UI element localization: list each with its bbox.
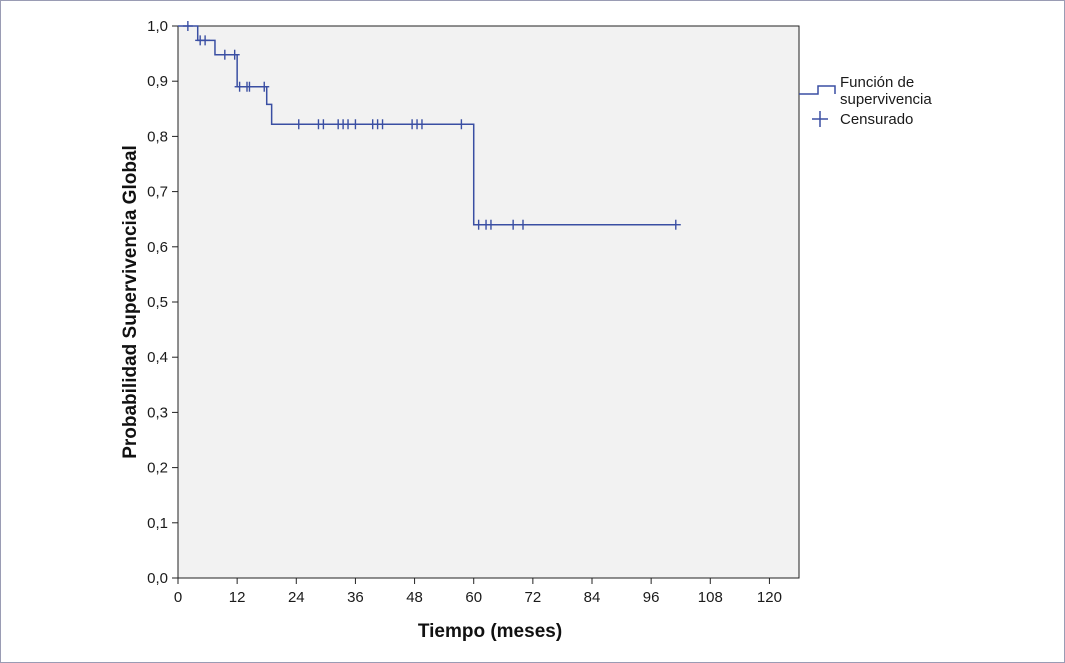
y-tick-label: 0,2 xyxy=(147,460,168,477)
x-axis-title: Tiempo (meses) xyxy=(418,621,562,642)
x-tick-label: 108 xyxy=(698,589,723,606)
y-tick-label: 0,4 xyxy=(147,349,168,366)
x-tick-label: 0 xyxy=(174,589,182,606)
y-tick-label: 0,8 xyxy=(147,128,168,145)
legend-censored-marker-icon xyxy=(812,111,828,127)
legend-label-survival-line1: Función de xyxy=(840,74,914,91)
y-tick-label: 0,1 xyxy=(147,515,168,532)
legend-step-line-swatch xyxy=(799,85,836,95)
series-group xyxy=(178,21,681,230)
x-tick-label: 120 xyxy=(757,589,782,606)
censored-marker xyxy=(229,49,240,60)
x-tick-label: 84 xyxy=(584,589,601,606)
censored-marker xyxy=(200,35,211,46)
legend-label-censored: Censurado xyxy=(840,111,913,128)
y-tick-label: 0,6 xyxy=(147,239,168,256)
x-axis: 0 12 24 36 48 60 72 84 96 108 120 xyxy=(174,578,782,606)
x-tick-label: 72 xyxy=(525,589,542,606)
censored-marker xyxy=(318,119,329,130)
censored-marker xyxy=(456,119,467,130)
censored-marker xyxy=(416,119,427,130)
censored-marker xyxy=(259,81,270,92)
legend-label-survival-line2: supervivencia xyxy=(840,91,932,108)
censored-marker xyxy=(518,219,528,230)
y-axis: 0,0 0,1 0,2 0,3 0,4 0,5 0,6 0,7 0,8 0,9 1,0 xyxy=(147,18,178,587)
censored-marker xyxy=(293,119,304,130)
y-axis-title: Probabilidad Supervivencia Global xyxy=(120,145,141,459)
censored-marker xyxy=(244,81,255,92)
legend: Función de supervivencia Censurado xyxy=(799,74,932,128)
censored-marker xyxy=(508,219,519,230)
x-tick-label: 12 xyxy=(229,589,246,606)
x-tick-label: 48 xyxy=(406,589,423,606)
y-tick-label: 0,7 xyxy=(147,184,168,201)
x-tick-label: 96 xyxy=(643,589,660,606)
x-tick-label: 36 xyxy=(347,589,364,606)
y-tick-label: 1,0 xyxy=(147,18,168,35)
censored-marker xyxy=(219,49,230,60)
censored-marker xyxy=(350,119,361,130)
y-tick-label: 0,3 xyxy=(147,404,168,421)
censored-marker xyxy=(182,21,193,31)
y-tick-label: 0,5 xyxy=(147,294,168,311)
x-tick-label: 24 xyxy=(288,589,305,606)
y-tick-label: 0,9 xyxy=(147,73,168,90)
y-tick-label: 0,0 xyxy=(147,570,168,587)
plot-area xyxy=(177,25,800,579)
x-tick-label: 60 xyxy=(465,589,482,606)
censored-marker xyxy=(377,119,388,130)
censored-marker xyxy=(485,219,496,230)
censored-marker xyxy=(670,219,681,230)
